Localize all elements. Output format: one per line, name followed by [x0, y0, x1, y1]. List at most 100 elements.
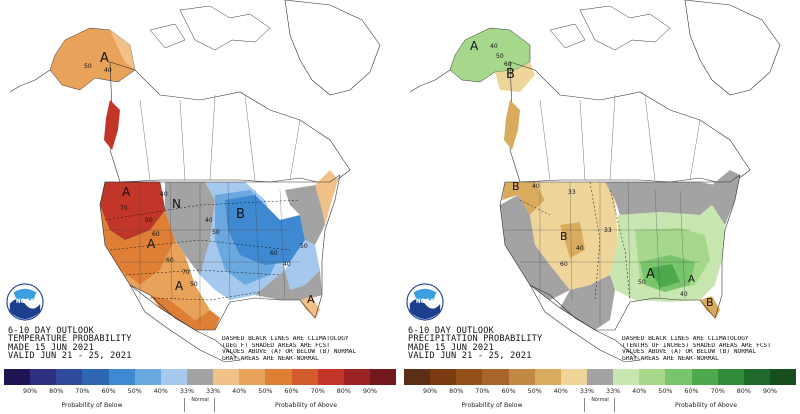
us-southeast-above60 [650, 264, 680, 288]
legend-tick-label: 40% [232, 387, 247, 395]
legend-tick-label: 80% [49, 387, 64, 395]
temperature-note: DASHED BLACK LINES ARE CLIMATOLOGY (DEG … [222, 336, 400, 362]
temperature-map-graphic: A A A A N B A 50 40 40 50 60 70 40 50 60… [9, 0, 381, 363]
state-lines [105, 181, 300, 325]
noaa-logo: NOAA [6, 283, 44, 321]
us-west-near-normal [500, 195, 570, 300]
region-label-central: N [172, 197, 181, 211]
region-label-alaska: A [470, 39, 479, 53]
contour-label: 60 [270, 250, 278, 257]
alaska-below-region [495, 62, 535, 92]
us-southwest-above40 [120, 240, 210, 320]
precipitation-note: DASHED BLACK LINES ARE CLIMATOLOGY (TENT… [622, 336, 800, 362]
climatology-dashed-lines [519, 181, 631, 301]
region-label-central: B [560, 230, 568, 243]
legend-tick-label: 80% [336, 387, 351, 395]
legend-below-label: Probability of Below [461, 402, 523, 409]
precipitation-legend: 90% 80% 70% 60% 50% 40% 33% 33% 40% 50% 60% 70% 80% 9… [400, 367, 800, 414]
legend-swatch [369, 369, 397, 385]
contour-label: 40 [532, 183, 540, 190]
us-south-above50 [150, 295, 220, 330]
legend-tick-label: 90% [23, 387, 38, 395]
contour-label: 60 [166, 257, 174, 264]
us-southeast-below33 [285, 240, 320, 290]
bc-coast-above [104, 100, 120, 150]
us-central-below40 [560, 222, 585, 258]
legend-swatch [343, 369, 370, 385]
legend-swatch [586, 369, 614, 385]
legend-separator [614, 398, 615, 412]
contour-label: 50 [300, 243, 308, 250]
legend-swatch [30, 369, 57, 385]
legend-swatch [82, 369, 109, 385]
legend-tick-label: 40% [632, 387, 647, 395]
contour-label: 60 [152, 231, 160, 238]
temperature-legend-captions: Probability of Below Normal Probability … [4, 398, 396, 412]
legend-normal-label: Normal [191, 398, 209, 403]
legend-normal-label: Normal [591, 398, 609, 403]
precipitation-legend-swatches [404, 369, 797, 385]
legend-tick-label: 70% [475, 387, 490, 395]
temperature-caption: 6-10 DAY OUTLOOK TEMPERATURE PROBABILITY… [8, 326, 132, 360]
us-southeast-near-normal [255, 270, 322, 300]
contour-label: 33 [568, 189, 576, 196]
caption-made-date: MADE 15 JUN 2021 [408, 342, 494, 353]
note-line: DASHED BLACK LINES ARE CLIMATOLOGY [622, 336, 749, 342]
contour-label: 40 [160, 191, 168, 198]
us-northeast-above33 [315, 170, 338, 225]
mexico-outline [129, 284, 241, 363]
legend-tick-label: 60% [684, 387, 699, 395]
legend-tick-label: 60% [101, 387, 116, 395]
legend-swatch [665, 369, 692, 385]
temperature-legend-swatches [4, 369, 397, 385]
contour-label: 50 [212, 229, 220, 236]
legend-swatch [291, 369, 318, 385]
caption-made-date: MADE 15 JUN 2021 [8, 342, 94, 353]
legend-tick-label: 50% [527, 387, 542, 395]
legend-swatch [717, 369, 744, 385]
canada-province-lines [139, 94, 301, 181]
alaska-above33 [110, 30, 135, 70]
temperature-legend-ticks: 90% 80% 70% 60% 50% 40% 33% 33% 40% 50% 60% 70% 80% 9… [4, 386, 396, 396]
region-label-northwest: B [512, 180, 520, 193]
contour-label: 50 [190, 281, 198, 288]
note-line: DASHED BLACK LINES ARE CLIMATOLOGY [222, 336, 349, 342]
us-northcentral-near-normal [605, 182, 715, 215]
legend-swatch [186, 369, 214, 385]
caption-valid-range: VALID JUN 21 - 25, 2021 [408, 351, 532, 362]
climatology-dashed-lines [104, 199, 301, 301]
legend-above-label: Probability of Above [674, 402, 738, 409]
state-lines [505, 181, 700, 325]
region-label-east: A [688, 274, 695, 285]
contour-label: 50 [145, 217, 153, 224]
legend-tick-label: 90% [362, 387, 378, 395]
legend-tick-label: 33% [579, 387, 595, 395]
florida-above33 [300, 296, 320, 318]
alaska-peninsula [9, 69, 51, 93]
contour-label: 70 [182, 269, 190, 276]
us-west-above50 [100, 205, 175, 285]
us-south-near-normal [560, 275, 615, 330]
legend-tick-label: 40% [553, 387, 568, 395]
note-line: VALUES ABOVE (A) OR BELOW (B) NORMAL [222, 349, 357, 356]
legend-tick-label: 90% [423, 387, 438, 395]
precipitation-map-graphic: A B B A B A B 40 50 60 40 33 60 40 33 50… [409, 0, 781, 363]
us-northwest-below40 [502, 182, 545, 215]
contour-label: 40 [576, 245, 584, 252]
legend-below-label: Probability of Below [61, 402, 123, 409]
greenland-outline [284, 0, 381, 96]
legend-swatch [404, 369, 431, 385]
legend-tick-label: 70% [710, 387, 725, 395]
us-central-near-normal [165, 182, 215, 275]
note-line: GRAY AREAS ARE NEAR-NORMAL [222, 355, 319, 362]
legend-swatch [613, 369, 640, 385]
legend-swatch [108, 369, 135, 385]
legend-tick-label: 70% [310, 387, 325, 395]
noaa-logo-text: NOAA [16, 299, 35, 305]
legend-tick-label: 50% [127, 387, 142, 395]
region-label-florida: B [706, 296, 714, 309]
legend-swatch [134, 369, 161, 385]
contour-label: 50 [638, 279, 646, 286]
region-label-west: A [147, 237, 156, 251]
legend-tick-label: 40% [153, 387, 168, 395]
